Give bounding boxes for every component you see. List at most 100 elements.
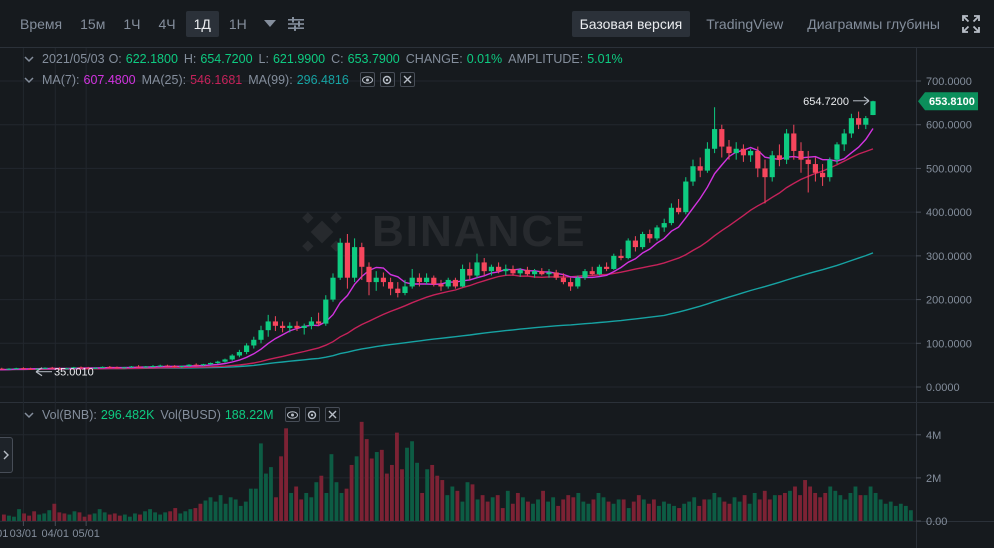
chevron-down-icon[interactable] bbox=[259, 11, 281, 37]
volume-bar bbox=[62, 513, 67, 521]
ohlc-info: 2021/05/03 O: 622.1800 H: 654.7200 L: 62… bbox=[24, 52, 629, 66]
collapse-caret-icon[interactable] bbox=[24, 75, 34, 85]
change-value: 0.01% bbox=[466, 52, 503, 66]
candle-body bbox=[532, 271, 538, 275]
close-icon[interactable] bbox=[324, 407, 340, 422]
candle-body bbox=[474, 262, 480, 276]
close-icon[interactable] bbox=[399, 72, 415, 87]
candle-body bbox=[71, 367, 77, 369]
time-tick-label: 05/01 bbox=[72, 528, 100, 540]
candle-body bbox=[503, 268, 509, 272]
volume-bar bbox=[742, 495, 747, 521]
candle-body bbox=[452, 279, 458, 287]
volume-bar bbox=[7, 515, 11, 521]
volume-bar bbox=[92, 513, 97, 521]
candle-body bbox=[92, 367, 98, 369]
volume-bar bbox=[168, 511, 173, 521]
volume-bar bbox=[193, 508, 198, 521]
volume-bar bbox=[732, 497, 737, 521]
volume-bar bbox=[274, 497, 278, 521]
close-value: 653.7900 bbox=[347, 52, 400, 66]
view-depth[interactable]: Диаграммы глубины bbox=[807, 16, 940, 32]
candle-body bbox=[676, 207, 682, 213]
volume-bar bbox=[233, 499, 238, 521]
settings-icon[interactable] bbox=[379, 72, 395, 87]
candle-body bbox=[510, 268, 516, 274]
volume-bar bbox=[581, 501, 586, 521]
view-tradingview[interactable]: TradingView bbox=[706, 16, 784, 32]
volume-bar bbox=[677, 508, 682, 521]
volume-bar bbox=[823, 492, 828, 521]
volume-bar bbox=[772, 495, 777, 521]
volume-bar bbox=[349, 464, 354, 521]
candle-body bbox=[748, 150, 754, 156]
volume-bar bbox=[727, 503, 732, 521]
volume-bar bbox=[12, 516, 16, 521]
view-basic[interactable]: Базовая версия bbox=[571, 11, 691, 37]
candle-body bbox=[265, 321, 271, 331]
ma25-value: 546.1681 bbox=[190, 72, 243, 87]
volume-bar bbox=[793, 486, 797, 521]
open-label: O: bbox=[108, 52, 122, 66]
interval-15m[interactable]: 15м bbox=[80, 15, 106, 32]
volume-bar bbox=[17, 509, 21, 521]
watermark-text: BINANCE bbox=[372, 207, 586, 256]
interval-4h[interactable]: 4Ч bbox=[158, 15, 176, 32]
volume-bar bbox=[526, 501, 530, 521]
candle-body bbox=[100, 366, 106, 368]
expand-panel-tab[interactable] bbox=[0, 437, 13, 473]
interval-1d[interactable]: 1Д bbox=[185, 10, 219, 37]
candle-body bbox=[251, 339, 257, 346]
time-tick-label: 04/01 bbox=[42, 528, 70, 540]
candle-body bbox=[35, 368, 41, 370]
volume-bar bbox=[828, 486, 833, 521]
volume-bar bbox=[707, 499, 712, 521]
candle-body bbox=[661, 223, 667, 228]
volume-bar bbox=[657, 505, 661, 521]
volume-bar bbox=[389, 464, 394, 521]
volume-bar bbox=[616, 499, 621, 521]
volume-bar bbox=[561, 499, 566, 521]
eye-icon[interactable] bbox=[359, 72, 375, 87]
volume-bar bbox=[304, 492, 309, 521]
volume-bar bbox=[898, 503, 903, 521]
ma99-label: MA(99): bbox=[248, 72, 293, 87]
volume-bar bbox=[878, 499, 883, 521]
candle-body bbox=[244, 345, 250, 353]
candle-body bbox=[0, 368, 5, 370]
candle-body bbox=[28, 368, 34, 370]
interval-1w[interactable]: 1Н bbox=[228, 15, 247, 32]
volume-bar bbox=[641, 499, 646, 521]
collapse-caret-icon[interactable] bbox=[24, 410, 34, 420]
candle-body bbox=[575, 277, 581, 287]
volume-bar bbox=[364, 439, 369, 521]
volume-bar bbox=[717, 497, 722, 521]
candle-body bbox=[834, 144, 840, 160]
candle-body bbox=[366, 266, 372, 283]
settings-sliders-icon[interactable] bbox=[285, 11, 307, 37]
volume-bar bbox=[32, 511, 37, 521]
candle-body bbox=[611, 255, 617, 269]
ma25-label: MA(25): bbox=[141, 72, 187, 87]
candle-body bbox=[424, 277, 430, 283]
time-interval-label[interactable]: Время bbox=[20, 15, 63, 32]
volume-bar bbox=[737, 501, 742, 521]
volume-bar bbox=[546, 501, 551, 521]
price-markers: 653.8100 654.7200 35.0010 bbox=[35, 92, 978, 379]
volume-bar bbox=[863, 495, 868, 521]
eye-icon[interactable] bbox=[284, 407, 300, 422]
volume-bar bbox=[425, 469, 430, 521]
ma25-line bbox=[0, 148, 874, 371]
volume-bar bbox=[833, 490, 838, 521]
volume-bar bbox=[82, 516, 87, 521]
interval-1h[interactable]: 1Ч bbox=[123, 15, 141, 32]
candle-body bbox=[416, 277, 422, 283]
settings-icon[interactable] bbox=[304, 407, 320, 422]
collapse-caret-icon[interactable] bbox=[24, 54, 34, 64]
volume-bar bbox=[782, 492, 787, 521]
volume-bars bbox=[2, 421, 913, 521]
amplitude-label: AMPLITUDE: bbox=[508, 52, 584, 66]
fullscreen-icon[interactable] bbox=[960, 11, 982, 37]
volume-bar bbox=[520, 497, 525, 521]
